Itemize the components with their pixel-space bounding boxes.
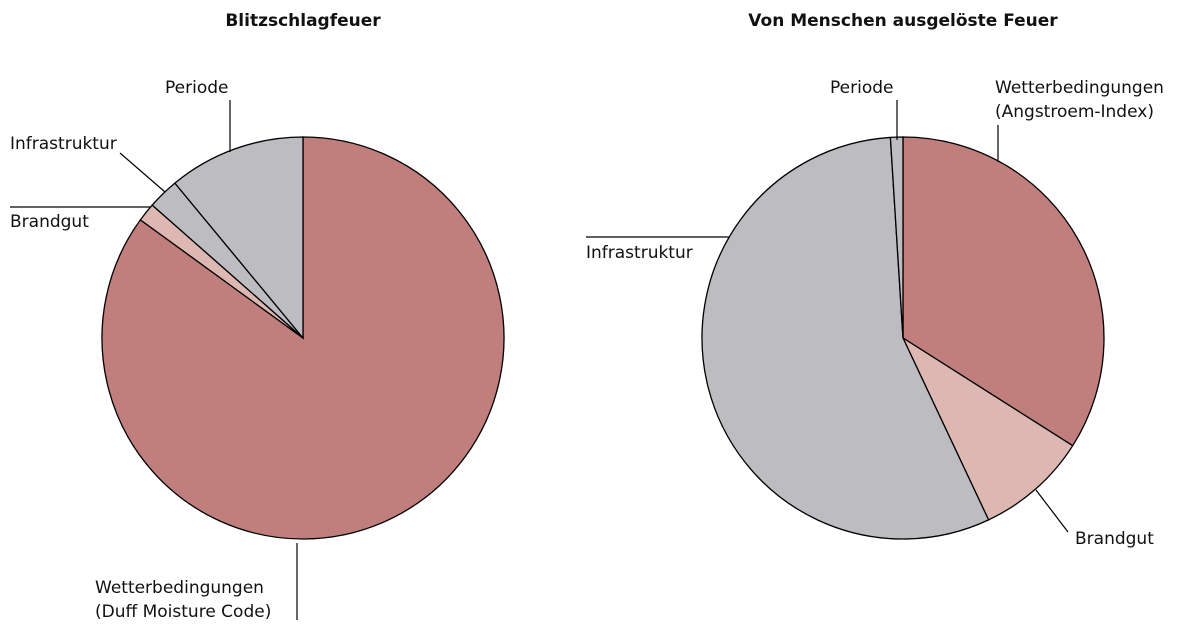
chart-title: Von Menschen ausgelöste Feuer bbox=[748, 11, 1058, 31]
slice-label: Brandgut bbox=[1075, 529, 1154, 549]
slice-label: Periode bbox=[830, 78, 893, 98]
leader-line bbox=[1035, 489, 1069, 533]
slice-label: (Angstroem-Index) bbox=[995, 102, 1154, 122]
pie-slice bbox=[902, 136, 1105, 447]
slice-label: Periode bbox=[165, 78, 228, 98]
slice-label: Brandgut bbox=[10, 212, 89, 232]
pie-slice bbox=[173, 136, 304, 340]
leader-line bbox=[119, 152, 166, 193]
slice-label: Infrastruktur bbox=[586, 243, 693, 263]
slice-label: Wetterbedingungen bbox=[995, 78, 1164, 98]
slice-label: Infrastruktur bbox=[10, 134, 117, 154]
slice-label: Wetterbedingungen bbox=[95, 578, 264, 598]
pie-slice bbox=[901, 336, 1074, 521]
slice-label: (Duff Moisture Code) bbox=[95, 602, 271, 622]
pie-slice bbox=[701, 136, 990, 540]
chart-title: Blitzschlagfeuer bbox=[225, 11, 381, 31]
